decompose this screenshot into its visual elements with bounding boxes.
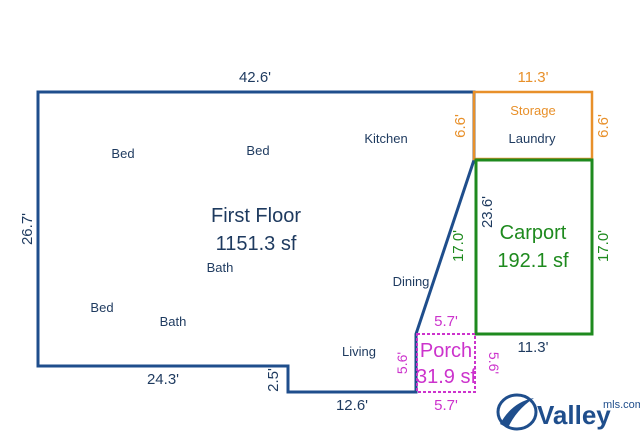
- carport-inner-dimension: 23.6': [479, 196, 496, 228]
- laundry-label: Laundry: [509, 131, 556, 146]
- carport-bottom-dimension: 11.3': [518, 339, 549, 356]
- carport-area: 192.1 sf: [497, 250, 569, 272]
- carport-left-dimension: 17.0': [450, 230, 467, 262]
- logo-suffix-text: mls.com: [603, 399, 640, 411]
- room-label-bed: Bed: [246, 143, 269, 158]
- storage-right-dimension: 6.6': [595, 114, 612, 138]
- logo-brand-text: Valley: [537, 400, 611, 430]
- room-label-bed: Bed: [90, 300, 113, 315]
- carport-outline: [474, 158, 594, 336]
- room-label-bath: Bath: [160, 314, 187, 329]
- porch-area: 31.9 sf: [416, 366, 476, 388]
- carport-title: Carport: [500, 222, 567, 244]
- room-label-bed: Bed: [111, 146, 134, 161]
- first-floor-bottom-left-dimension: 24.3': [147, 371, 179, 388]
- first-floor-step-dimension: 2.5': [265, 368, 282, 392]
- room-label-living: Living: [342, 344, 376, 359]
- storage-label: Storage: [510, 103, 556, 118]
- porch-top-dimension: 5.7': [434, 313, 458, 330]
- first-floor-bottom-right-dimension: 12.6': [336, 397, 368, 414]
- swoosh-icon: [496, 393, 538, 431]
- valley-mls-logo: Valley mls.com: [496, 393, 640, 431]
- porch-title: Porch: [420, 340, 472, 362]
- first-floor-area: 1151.3 sf: [216, 233, 297, 255]
- storage-left-dimension: 6.6': [452, 114, 469, 138]
- storage-top-dimension: 11.3': [518, 69, 549, 86]
- room-label-dining: Dining: [393, 274, 430, 289]
- first-floor-top-dimension: 42.6': [239, 69, 271, 86]
- porch-left-dimension: 5.6': [394, 352, 410, 374]
- first-floor-title: First Floor: [211, 205, 301, 227]
- first-floor-left-dimension: 26.7': [19, 213, 36, 245]
- room-label-bath: Bath: [207, 260, 234, 275]
- porch-bottom-dimension: 5.7': [434, 397, 458, 414]
- carport-right-dimension: 17.0': [595, 230, 612, 262]
- porch-right-dimension: 5.6': [486, 352, 502, 374]
- porch-outline: [416, 333, 476, 393]
- room-label-kitchen: Kitchen: [364, 131, 407, 146]
